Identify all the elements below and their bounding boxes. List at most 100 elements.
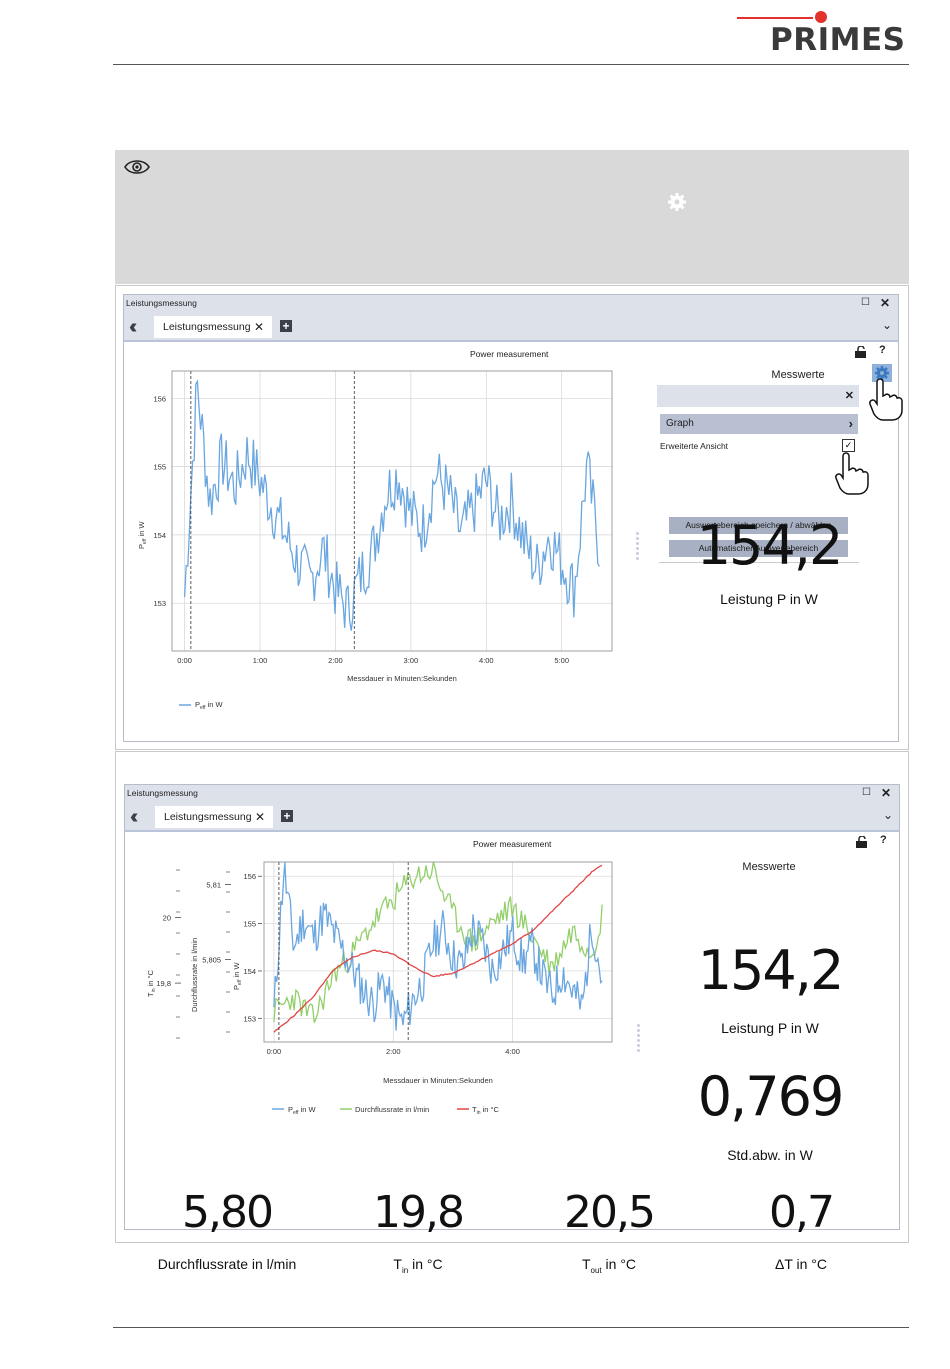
window-title: Leistungsmessung	[125, 785, 899, 802]
flow-series-line	[273, 861, 603, 1023]
close-window-icon[interactable]: ✕	[880, 786, 891, 800]
add-tab-icon[interactable]: +	[280, 320, 292, 332]
menu-item-graph[interactable]: Graph ›	[660, 414, 858, 434]
power-tick-label: 153	[243, 1014, 256, 1023]
y-tick-label: 153	[153, 599, 166, 608]
tab-leistungsmessung[interactable]: Leistungsmessung ✕	[155, 806, 273, 828]
delta-t-value: 0,7	[769, 1187, 835, 1238]
chart-title: Power measurement	[470, 349, 549, 359]
help-icon[interactable]: ?	[879, 344, 886, 356]
header-rule	[113, 64, 909, 65]
close-window-icon[interactable]: ✕	[879, 296, 890, 310]
power-label: Leistung P in W	[720, 591, 818, 607]
chevron-down-icon[interactable]: ⌄	[882, 808, 893, 822]
temp-axis-label: Tin in °C	[146, 969, 157, 997]
tab-label: Leistungsmessung	[164, 811, 252, 823]
tout-label: Tout in °C	[581, 1256, 637, 1275]
tab-label: Leistungsmessung	[163, 321, 251, 333]
power-tick-label: 155	[243, 920, 256, 929]
chart-title: Power measurement	[473, 839, 552, 849]
power-label: Leistung P in W	[721, 1020, 819, 1036]
power-series-line	[273, 862, 603, 1031]
note-box	[115, 150, 909, 284]
plot-frame	[171, 370, 613, 652]
legend-flow: Durchflussrate in l/min	[355, 1105, 429, 1114]
panel-title: Messwerte	[742, 861, 796, 873]
window-title: Leistungsmessung	[124, 295, 898, 312]
power-series-line	[183, 379, 600, 631]
power-tick-label: 154	[243, 967, 256, 976]
flow-value: 5,80	[182, 1187, 274, 1238]
x-axis-label: Messdauer in Minuten:Sekunden	[383, 1076, 493, 1085]
tab-leistungsmessung[interactable]: Leistungsmessung ✕	[154, 316, 272, 338]
x-tick-label: 2:00	[386, 1047, 401, 1056]
eye-icon	[124, 160, 150, 174]
power-value: 154,2	[697, 939, 845, 1002]
tin-label: Tin in °C	[393, 1256, 443, 1275]
plot-frame	[263, 861, 613, 1043]
flow-tick-label: 5,805	[202, 956, 221, 965]
x-tick-label: 4:00	[505, 1047, 520, 1056]
hand-cursor-icon	[869, 378, 903, 421]
x-tick-label: 4:00	[479, 656, 494, 665]
tout-value: 20,5	[564, 1187, 656, 1238]
chevron-right-icon: ›	[848, 416, 853, 431]
x-axis-label: Messdauer in Minuten:Sekunden	[347, 674, 457, 683]
clear-icon[interactable]: ✕	[844, 390, 854, 402]
x-tick-label: 0:00	[177, 656, 192, 665]
flow-label: Durchflussrate in l/min	[157, 1256, 297, 1272]
tab-close-icon[interactable]: ✕	[254, 810, 265, 824]
power-value: 154,2	[696, 514, 844, 577]
maximize-icon[interactable]: ☐	[862, 787, 871, 798]
x-tick-label: 2:00	[328, 656, 343, 665]
x-tick-label: 5:00	[554, 656, 569, 665]
search-field[interactable]: ✕	[657, 385, 859, 407]
legend-temp: Tin in °C	[472, 1105, 500, 1116]
x-tick-label: 0:00	[267, 1047, 282, 1056]
help-icon[interactable]: ?	[880, 834, 887, 846]
footer-rule	[113, 1327, 909, 1328]
flow-axis-label: Durchflussrate in l/min	[190, 938, 199, 1012]
settings-gear-icon[interactable]	[872, 364, 892, 382]
power-tick-label: 156	[243, 872, 256, 881]
tin-value: 19,8	[373, 1187, 465, 1238]
y-axis-label: Peff in W	[137, 521, 148, 549]
panel-title: Messwerte	[771, 369, 825, 381]
collapse-chevrons-icon[interactable]: ‹‹	[130, 806, 139, 828]
stddev-value: 0,769	[697, 1065, 845, 1128]
temp-series-line	[273, 864, 603, 1033]
logo-accent-line	[737, 17, 813, 19]
x-tick-label: 1:00	[253, 656, 268, 665]
lock-icon[interactable]	[854, 345, 867, 361]
legend-power: Peff in W	[288, 1105, 316, 1116]
maximize-icon[interactable]: ☐	[861, 297, 870, 308]
tab-bar: ‹‹ Leistungsmessung ✕ + ⌄	[124, 312, 898, 342]
temp-tick-label: 20	[163, 914, 171, 923]
y-tick-label: 156	[153, 394, 166, 403]
save-area-button[interactable]: Auswertebereich speichern / abwählen	[669, 517, 848, 534]
window-power-measurement-extended: Leistungsmessung ☐ ✕ ‹‹ Leistungsmessung…	[124, 784, 900, 1275]
hand-cursor-icon-2	[835, 452, 869, 495]
collapse-chevrons-icon[interactable]: ‹‹	[129, 316, 138, 338]
lock-icon[interactable]	[855, 835, 868, 851]
window-power-measurement: Leistungsmessung ☐ ✕ ‹‹ Leistungsmessung…	[123, 294, 903, 742]
tab-bar: ‹‹ Leistungsmessung ✕ + ⌄	[125, 802, 899, 832]
erweiterte-ansicht-checkbox[interactable]: ✓	[842, 439, 855, 452]
chevron-down-icon[interactable]: ⌄	[881, 318, 892, 332]
menu-graph-label: Graph	[666, 418, 694, 429]
logo-dot	[815, 11, 827, 23]
power-chart: 153 154 155 156 0:00 1:00 2:00 3:00 4:00 5:00 Pef…	[137, 370, 613, 711]
checkbox-label: Erweiterte Ansicht	[660, 441, 729, 451]
y-tick-label: 155	[153, 463, 166, 472]
flow-tick-label: 5,81	[206, 881, 221, 890]
brand-logo: PRIMES	[770, 22, 906, 58]
y-tick-label: 154	[153, 531, 166, 540]
power-axis-label: Peff in W	[232, 962, 243, 990]
add-tab-icon[interactable]: +	[281, 810, 293, 822]
splitter-handle[interactable]	[637, 1024, 641, 1054]
splitter-handle[interactable]	[636, 532, 640, 562]
tab-close-icon[interactable]: ✕	[253, 320, 264, 334]
auto-area-button[interactable]: Automatischer Auswertebereich	[669, 540, 848, 557]
legend-label: Peff in W	[195, 700, 223, 711]
window-body: Power measurement 153 154 155 156 5,805 5,81 1…	[125, 832, 899, 1275]
